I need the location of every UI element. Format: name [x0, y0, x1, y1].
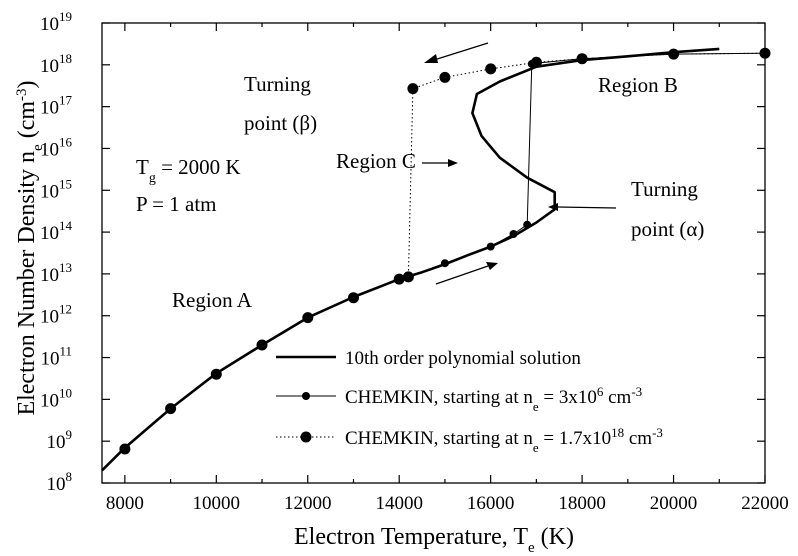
- x-axis-title: Electron Temperature, Te (K): [294, 524, 574, 556]
- series-chemkin-high-point: [348, 292, 359, 304]
- x-tick-label: 8000: [106, 493, 144, 514]
- axis-ticks: [102, 22, 766, 484]
- legend-label-polynomial: 10th order polynomial solution: [345, 348, 581, 369]
- legend-entry-polynomial: 10th order polynomial solution: [276, 348, 581, 369]
- x-tick-label: 20000: [650, 493, 698, 514]
- x-tick-labels: 8000 10000 12000 14000 16000 18000 20000 22000: [106, 493, 789, 514]
- annotation-turning-alpha-line2: point (α): [631, 217, 704, 241]
- series-chemkin-low-point: [523, 220, 532, 229]
- series-chemkin-low-point: [486, 242, 495, 251]
- series-chemkin-high-point: [485, 63, 497, 75]
- legend: 10th order polynomial solution CHEMKIN, …: [276, 348, 663, 455]
- y-tick-label: 1012: [40, 302, 72, 328]
- x-tick-label: 12000: [284, 493, 332, 514]
- y-tick-label: 109: [47, 427, 73, 453]
- series-chemkin-low-point: [509, 230, 518, 238]
- series-chemkin-high-point: [210, 368, 222, 380]
- x-tick-label: 18000: [558, 493, 606, 514]
- legend-label-chemkin-low: CHEMKIN, starting at ne = 3x106 cm-3: [345, 384, 642, 414]
- x-tick-label: 10000: [193, 493, 241, 514]
- x-tick-label: 14000: [375, 493, 423, 514]
- x-tick-label: 16000: [467, 493, 515, 514]
- annotation-turning-beta-line1: Turning: [244, 72, 311, 96]
- legend-label-chemkin-high: CHEMKIN, starting at ne = 1.7x1018 cm-3: [345, 425, 663, 455]
- series-chemkin-high-point: [393, 273, 405, 285]
- series-layer: [101, 47, 771, 472]
- y-tick-label: 108: [47, 469, 73, 495]
- y-tick-label: 1013: [40, 260, 72, 286]
- y-tick-label: 1016: [40, 134, 73, 160]
- series-chemkin-high-point: [256, 339, 268, 351]
- y-axis-title: Electron Number Density ne (cm-3): [14, 80, 46, 415]
- y-tick-labels: 108 109 1010 1011 1012 1013 1014 1015 1016 1017 10…: [40, 9, 73, 495]
- series-chemkin-high-point: [668, 48, 680, 60]
- series-chemkin-high-point: [576, 53, 588, 65]
- y-tick-label: 1010: [40, 385, 72, 411]
- y-tick-label: 1015: [40, 176, 72, 202]
- series-chemkin-high-point: [402, 271, 414, 283]
- legend-swatch-chemkin-high-marker: [300, 431, 312, 443]
- y-tick-label: 1014: [40, 218, 73, 244]
- annotation-turning-beta-line2: point (β): [244, 111, 317, 135]
- annotation-gas-temperature: Tg = 2000 K: [136, 155, 241, 186]
- annotation-arrows: [422, 42, 617, 285]
- arrow-lower-right: [435, 262, 498, 285]
- legend-entry-chemkin-high: CHEMKIN, starting at ne = 1.7x1018 cm-3: [276, 425, 663, 455]
- legend-entry-chemkin-low: CHEMKIN, starting at ne = 3x106 cm-3: [276, 384, 642, 414]
- series-chemkin-high-point: [302, 312, 314, 324]
- series-chemkin-high-point: [407, 83, 419, 95]
- series-chemkin-high-point: [439, 71, 451, 83]
- annotation-turning-alpha-line1: Turning: [631, 177, 698, 201]
- legend-swatch-chemkin-low-marker: [302, 392, 310, 400]
- annotation-region-c: Region C: [336, 149, 416, 173]
- annotation-region-b: Region B: [598, 73, 678, 97]
- annotation-pressure: P = 1 atm: [136, 192, 216, 216]
- series-chemkin-high-point: [165, 403, 177, 415]
- arrow-turning-alpha: [548, 203, 617, 211]
- series-chemkin-high-point: [530, 56, 542, 68]
- arrow-upper-left: [424, 42, 489, 63]
- y-tick-label: 1011: [40, 344, 72, 370]
- y-tick-label: 1019: [40, 9, 72, 35]
- annotation-region-a: Region A: [172, 288, 253, 312]
- series-chemkin-low-point: [440, 259, 449, 268]
- y-tick-label: 1018: [40, 51, 72, 77]
- x-tick-label: 22000: [741, 493, 789, 514]
- plot-frame: [101, 22, 766, 484]
- y-tick-label: 1017: [40, 93, 73, 119]
- series-chemkin-high-point: [119, 443, 131, 455]
- arrow-region-c: [422, 159, 458, 167]
